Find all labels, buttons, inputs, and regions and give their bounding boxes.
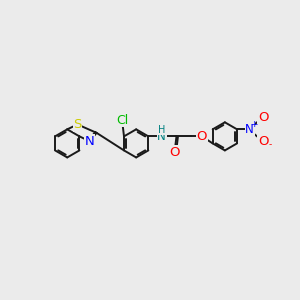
Text: -: - xyxy=(269,140,272,149)
Text: O: O xyxy=(169,146,180,159)
Text: Cl: Cl xyxy=(116,114,129,127)
Text: N: N xyxy=(245,123,254,136)
Text: O: O xyxy=(258,111,268,124)
Text: H: H xyxy=(158,125,165,135)
Text: O: O xyxy=(258,135,268,148)
Text: N: N xyxy=(157,130,166,143)
Text: +: + xyxy=(250,120,257,129)
Text: O: O xyxy=(196,130,207,143)
Text: N: N xyxy=(85,135,94,148)
Text: S: S xyxy=(73,118,82,131)
